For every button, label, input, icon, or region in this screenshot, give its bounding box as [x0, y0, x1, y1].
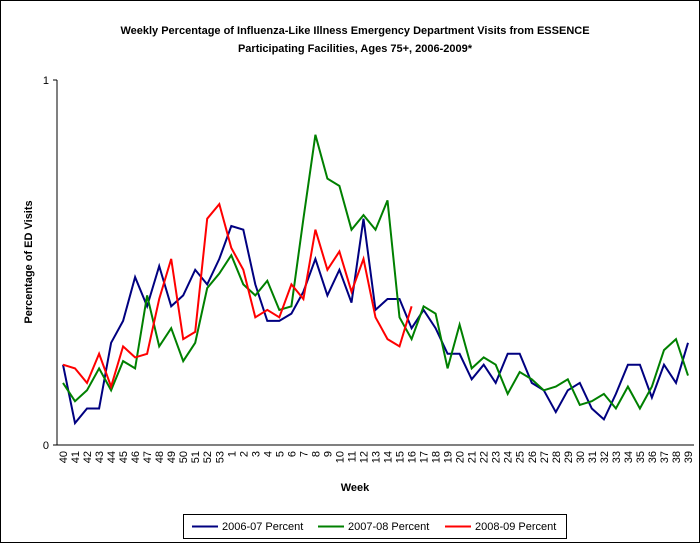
x-tick-label: 16 [407, 451, 419, 463]
x-tick-label: 39 [683, 451, 695, 463]
x-tick-label: 33 [611, 451, 623, 463]
x-tick-label: 4 [262, 451, 274, 457]
x-tick-label: 18 [431, 451, 443, 463]
x-tick-label: 37 [659, 451, 671, 463]
x-tick-label: 20 [455, 451, 467, 463]
x-tick-label: 6 [286, 451, 298, 457]
x-tick-label: 5 [274, 451, 286, 457]
x-tick-label: 15 [395, 451, 407, 463]
x-tick-label: 40 [58, 451, 70, 463]
x-tick-label: 25 [515, 451, 527, 463]
chart-title: Participating Facilities, Ages 75+, 2006… [238, 43, 473, 55]
legend [183, 514, 567, 539]
x-tick-label: 34 [623, 451, 635, 463]
y-tick-label: 0 [43, 440, 49, 452]
x-tick-label: 53 [214, 451, 226, 463]
x-tick-label: 21 [467, 451, 479, 463]
x-tick-label: 30 [575, 451, 587, 463]
x-tick-label: 42 [82, 451, 94, 463]
x-tick-label: 23 [491, 451, 503, 463]
x-tick-label: 11 [346, 451, 358, 462]
x-tick-label: 47 [142, 451, 154, 463]
x-tick-label: 31 [587, 451, 599, 463]
x-tick-label: 35 [635, 451, 647, 463]
x-tick-label: 7 [298, 451, 310, 457]
x-tick-label: 36 [647, 451, 659, 463]
x-tick-label: 3 [250, 451, 262, 457]
x-tick-label: 26 [527, 451, 539, 463]
x-tick-label: 48 [154, 451, 166, 463]
legend-label: 2008-09 Percent [475, 521, 556, 533]
x-axis-label: Week [341, 482, 370, 494]
x-tick-label: 14 [383, 451, 395, 463]
legend-label: 2006-07 Percent [222, 521, 303, 533]
x-tick-label: 44 [106, 451, 118, 463]
x-tick-label: 10 [334, 451, 346, 463]
x-tick-label: 46 [130, 451, 142, 463]
x-tick-label: 49 [166, 451, 178, 463]
x-tick-label: 32 [599, 451, 611, 463]
x-tick-label: 27 [539, 451, 551, 463]
x-tick-label: 13 [371, 451, 383, 463]
x-tick-label: 17 [419, 451, 431, 463]
x-tick-label: 24 [503, 451, 515, 463]
x-tick-label: 43 [94, 451, 106, 463]
x-tick-label: 9 [322, 451, 334, 457]
x-tick-label: 1 [226, 451, 238, 457]
x-tick-label: 19 [443, 451, 455, 463]
x-tick-label: 8 [310, 451, 322, 457]
x-tick-label: 28 [551, 451, 563, 463]
x-tick-label: 50 [178, 451, 190, 463]
data-line [62, 134, 689, 411]
x-tick-label: 51 [190, 451, 202, 463]
x-tick-label: 2 [238, 451, 250, 457]
legend-label: 2007-08 Percent [348, 521, 429, 533]
chart-title: Weekly Percentage of Influenza-Like Illn… [120, 25, 589, 37]
x-tick-label: 41 [70, 451, 82, 463]
x-tick-label: 38 [671, 451, 683, 463]
data-line [62, 201, 413, 390]
x-tick-label: 12 [358, 451, 370, 463]
x-tick-label: 29 [563, 451, 575, 463]
x-tick-label: 52 [202, 451, 214, 463]
x-tick-label: 45 [118, 451, 130, 463]
y-axis-label: Percentage of ED Visits [23, 200, 35, 323]
data-line [62, 218, 689, 426]
y-tick-label: 1 [43, 75, 49, 87]
x-tick-label: 22 [479, 451, 491, 463]
